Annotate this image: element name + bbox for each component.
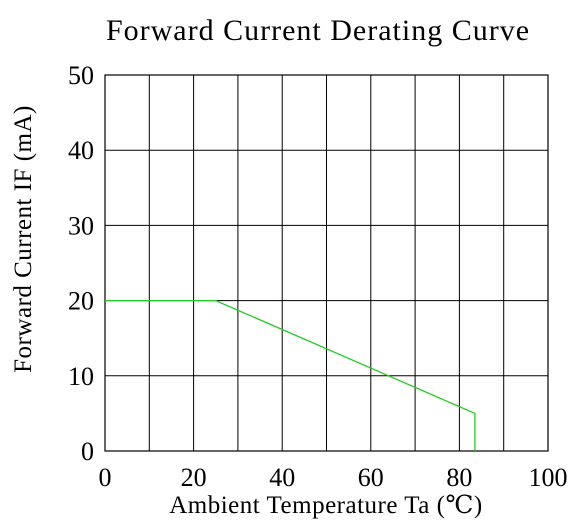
y-tick-label: 20 [68,287,94,316]
x-tick-labels: 0 20 40 60 80 100 [99,463,568,492]
x-tick-label: 100 [529,463,568,492]
y-tick-label: 50 [68,61,94,90]
y-axis-label: Forward Current IF (mA) [10,105,37,373]
plot-area-frame [104,74,549,452]
x-tick-label: 60 [358,463,384,492]
y-tick-label: 40 [68,136,94,165]
grid [105,75,548,451]
y-tick-label: 30 [68,211,94,240]
x-axis-label: Ambient Temperature Ta (℃) [169,492,483,519]
y-tick-label: 0 [81,437,94,466]
derating-curve-line [105,299,476,451]
x-tick-label: 20 [181,463,207,492]
chart-title: Forward Current Derating Curve [106,14,530,47]
y-tick-label: 10 [68,362,94,391]
x-tick-label: 0 [99,463,112,492]
y-tick-labels: 0 10 20 30 40 50 [68,61,94,466]
x-tick-label: 40 [269,463,295,492]
series-layer [105,299,476,451]
x-tick-label: 80 [446,463,472,492]
